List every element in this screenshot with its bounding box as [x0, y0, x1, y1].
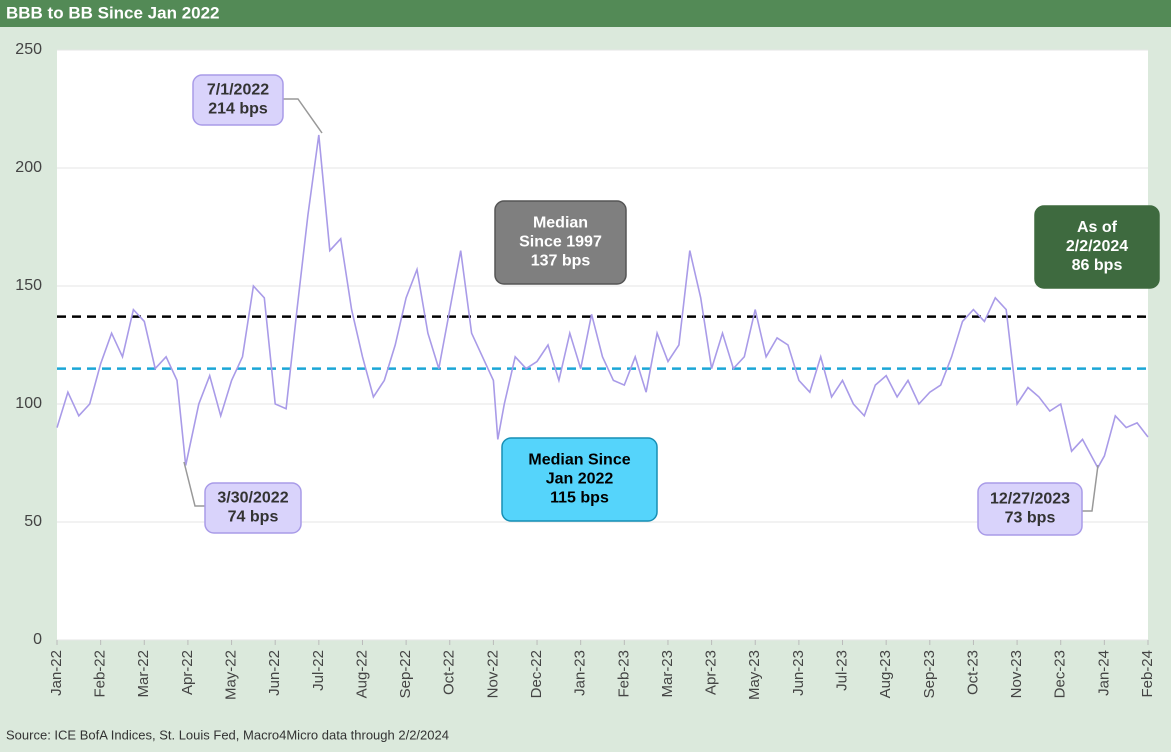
- series-line: [56, 134, 1149, 470]
- x-tick-label: May-23: [746, 650, 763, 700]
- annotation-box: [192, 74, 284, 126]
- x-tick-label: Nov-22: [484, 650, 501, 698]
- x-tick-label: Aug-23: [877, 650, 894, 698]
- annotation-text: Median Since: [528, 452, 630, 469]
- y-tick-label: 50: [24, 513, 42, 530]
- x-tick-label: Mar-23: [659, 650, 676, 698]
- annotation-box: [501, 437, 658, 522]
- y-tick-label: 100: [15, 395, 42, 412]
- x-tick-label: Dec-22: [528, 650, 545, 698]
- x-tick-label: Mar-22: [135, 650, 152, 698]
- x-tick-label: Oct-23: [964, 650, 981, 695]
- x-tick-label: Dec-23: [1052, 650, 1069, 698]
- x-tick-label: Aug-22: [353, 650, 370, 698]
- annotation-text: 3/30/2022: [217, 490, 288, 507]
- annotation-text: 214 bps: [208, 101, 268, 118]
- leader-line: [183, 461, 205, 507]
- y-tick-label: 250: [15, 41, 42, 58]
- annotation-text: Since 1997: [519, 234, 602, 251]
- x-tick-label: Jun-22: [266, 650, 283, 696]
- y-tick-label: 200: [15, 159, 42, 176]
- annotation-text: 2/2/2024: [1066, 238, 1128, 255]
- x-tick-label: Sep-22: [397, 650, 414, 698]
- x-tick-label: Jul-22: [310, 650, 327, 691]
- x-tick-label: Nov-23: [1008, 650, 1025, 698]
- annotation-text: 7/1/2022: [207, 82, 269, 99]
- x-tick-label: May-22: [223, 650, 240, 700]
- plot-area: [57, 50, 1148, 640]
- x-tick-label: Feb-23: [615, 650, 632, 698]
- x-tick-label: Feb-22: [92, 650, 109, 698]
- x-tick-label: Jun-23: [790, 650, 807, 696]
- x-tick-label: Sep-23: [921, 650, 938, 698]
- annotation-text: As of: [1077, 219, 1118, 236]
- annotation-text: 74 bps: [228, 509, 279, 526]
- x-tick-label: Oct-22: [441, 650, 458, 695]
- x-tick-label: Apr-22: [179, 650, 196, 695]
- source: Source: ICE BofA Indices, St. Louis Fed,…: [6, 727, 449, 742]
- annotation-text: 137 bps: [531, 253, 591, 270]
- annotation-box: [494, 200, 627, 285]
- annotation-text: 12/27/2023: [990, 491, 1070, 508]
- x-tick-label: Apr-23: [703, 650, 720, 695]
- annotation-text: Jan 2022: [546, 471, 614, 488]
- x-tick-label: Jan-22: [48, 650, 65, 696]
- annotation-text: 115 bps: [550, 490, 609, 507]
- annotation-box: [204, 482, 302, 534]
- title-bar: [0, 0, 1171, 27]
- annotation-text: 86 bps: [1072, 257, 1123, 274]
- annotation-box: [977, 482, 1083, 536]
- annotation-text: Median: [533, 215, 588, 232]
- annotation-text: 73 bps: [1005, 510, 1056, 527]
- y-tick-label: 150: [15, 277, 42, 294]
- leader-line: [283, 98, 323, 134]
- chart-title: BBB to BB Since Jan 2022: [6, 3, 220, 22]
- x-tick-label: Feb-24: [1139, 650, 1156, 698]
- leader-line: [1082, 464, 1099, 512]
- annotation-box: [1034, 205, 1160, 289]
- x-tick-label: Jan-23: [572, 650, 589, 696]
- x-tick-label: Jan-24: [1095, 650, 1112, 696]
- y-tick-label: 0: [33, 631, 42, 648]
- x-tick-label: Jul-23: [833, 650, 850, 691]
